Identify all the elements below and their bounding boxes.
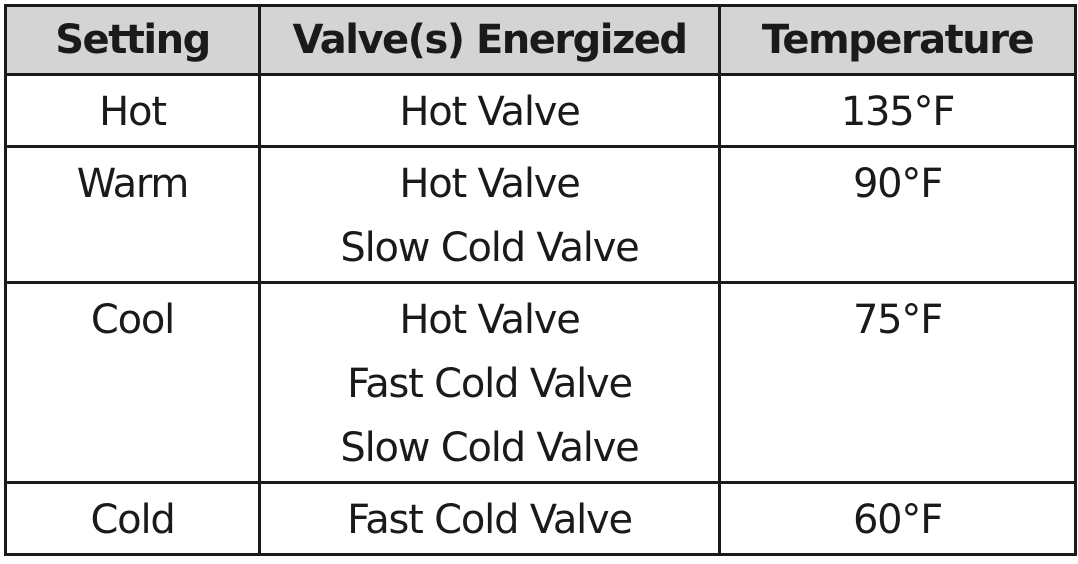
valve-line: Slow Cold Valve: [340, 424, 639, 471]
setting-cell: Cool: [4, 280, 261, 485]
table-row-warm: Warm Hot Valve Slow Cold Valve 90°F: [4, 144, 1077, 284]
valve-line: Slow Cold Valve: [340, 224, 639, 271]
table-row-cool: Cool Hot Valve Fast Cold Valve Slow Cold…: [4, 280, 1077, 485]
header-valves-energized: Valve(s) Energized: [258, 4, 721, 76]
valves-cell: Hot Valve Slow Cold Valve: [258, 144, 721, 284]
setting-cell: Hot: [4, 73, 261, 148]
valves-cell: Hot Valve: [258, 73, 721, 148]
valves-cell: Hot Valve Fast Cold Valve Slow Cold Valv…: [258, 280, 721, 485]
setting-cell: Cold: [4, 481, 261, 556]
temperature-cell: 75°F: [718, 280, 1077, 485]
header-setting: Setting: [4, 4, 261, 76]
table-row-hot: Hot Hot Valve 135°F: [4, 73, 1077, 148]
table-row-cold: Cold Fast Cold Valve 60°F: [4, 481, 1077, 556]
valve-line: Fast Cold Valve: [347, 360, 633, 407]
temperature-cell: 60°F: [718, 481, 1077, 556]
valve-line: Hot Valve: [399, 160, 581, 207]
temperature-cell: 135°F: [718, 73, 1077, 148]
header-row: Setting Valve(s) Energized Temperature: [4, 4, 1077, 76]
header-temperature: Temperature: [718, 4, 1077, 76]
setting-cell: Warm: [4, 144, 261, 284]
valve-settings-table: Setting Valve(s) Energized Temperature H…: [4, 4, 1077, 556]
valve-line: Hot Valve: [399, 89, 581, 135]
valve-line: Hot Valve: [399, 296, 581, 343]
valve-line: Fast Cold Valve: [347, 497, 633, 544]
valves-cell: Fast Cold Valve: [258, 481, 721, 556]
temperature-cell: 90°F: [718, 144, 1077, 284]
